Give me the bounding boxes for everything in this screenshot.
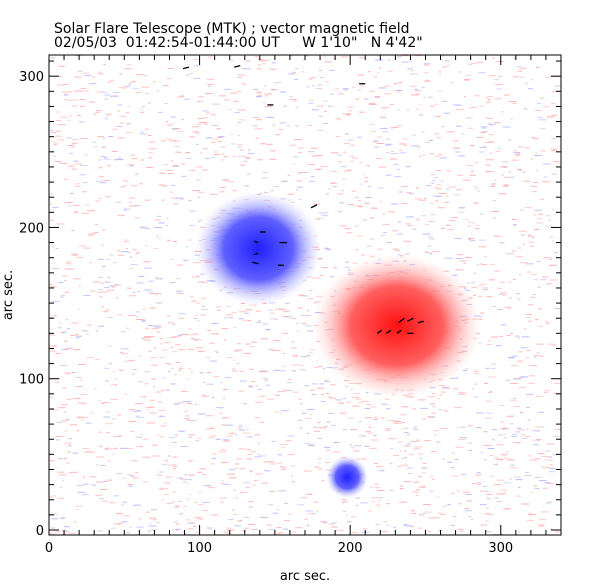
positive-polarity-region	[312, 253, 482, 398]
y-tick-label: 300	[19, 70, 44, 85]
field-vector-arrow	[253, 240, 259, 244]
field-vector-arrow	[376, 329, 383, 334]
y-tick-label: 200	[19, 221, 44, 236]
chart-subtitle: 02/05/03 01:42:54-01:44:00 UT W 1'10" N …	[54, 35, 423, 51]
chart-title: Solar Flare Telescope (MTK) ; vector mag…	[54, 21, 410, 37]
field-vector-arrow	[385, 329, 392, 334]
field-vector-arrow	[396, 329, 402, 334]
negative-polarity-region	[326, 455, 369, 499]
field-vector-arrow	[417, 320, 425, 324]
x-tick-label: 300	[488, 541, 513, 556]
field-vector-arrow	[310, 204, 318, 209]
field-vector-arrow	[407, 317, 414, 322]
negative-polarity-region	[195, 191, 322, 306]
field-vector-arrow	[252, 261, 259, 265]
field-vector-arrow	[397, 317, 405, 324]
x-tick-label: 0	[45, 541, 53, 556]
field-vector-arrow	[234, 64, 241, 68]
field-vector-arrow	[253, 252, 259, 256]
y-tick-label: 100	[19, 373, 44, 388]
x-tick-label: 200	[338, 541, 363, 556]
field-vector-arrow	[182, 66, 190, 70]
x-tick-label: 100	[187, 541, 212, 556]
y-tick-label: 0	[36, 524, 44, 539]
y-axis-label: arc sec.	[1, 270, 16, 320]
x-axis-label: arc sec.	[280, 569, 330, 584]
